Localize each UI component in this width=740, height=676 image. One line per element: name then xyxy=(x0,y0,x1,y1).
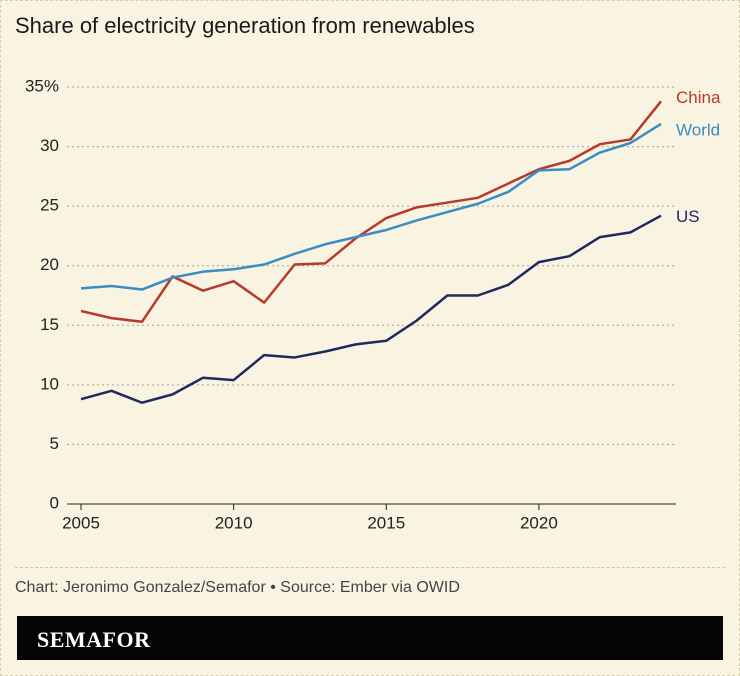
y-tick-label: 15 xyxy=(40,315,59,334)
series-line xyxy=(80,100,662,323)
y-tick-label: 5 xyxy=(50,434,59,453)
series-line xyxy=(80,122,662,291)
chart-title: Share of electricity generation from ren… xyxy=(15,13,475,38)
x-tick-label: 2010 xyxy=(215,513,253,532)
legend-label: US xyxy=(676,207,700,226)
y-tick-label: 35% xyxy=(25,76,59,95)
legend-label: World xyxy=(676,120,720,139)
credit: Chart: Jeronimo Gonzalez/Semafor • Sourc… xyxy=(15,579,460,596)
y-tick-label: 20 xyxy=(40,255,59,274)
chart: 0 5 10 15 20 25 30 35% 2005 2010 2015 2020 China Worl… xyxy=(25,76,721,532)
y-tick-label: 25 xyxy=(40,196,59,215)
brand-bar: SEMAFOR xyxy=(17,616,723,660)
legend-label: China xyxy=(676,88,721,107)
x-tick-label: 2005 xyxy=(62,513,100,532)
series-line xyxy=(80,214,662,404)
x-tick-label: 2020 xyxy=(520,513,558,532)
y-tick-label: 30 xyxy=(40,136,59,155)
separator xyxy=(15,567,725,568)
y-tick-label: 10 xyxy=(40,374,59,393)
x-tick-label: 2015 xyxy=(367,513,405,532)
y-tick-label: 0 xyxy=(50,493,59,512)
brand-logo: SEMAFOR xyxy=(37,627,151,652)
